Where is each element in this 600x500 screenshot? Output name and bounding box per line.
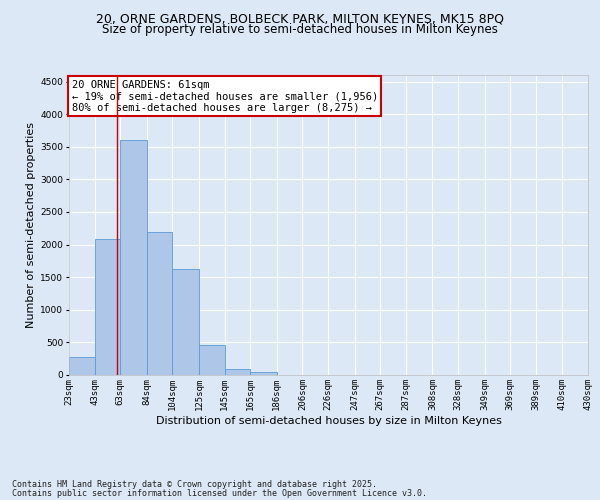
Text: Contains public sector information licensed under the Open Government Licence v3: Contains public sector information licen… — [12, 488, 427, 498]
Y-axis label: Number of semi-detached properties: Number of semi-detached properties — [26, 122, 36, 328]
Text: Size of property relative to semi-detached houses in Milton Keynes: Size of property relative to semi-detach… — [102, 22, 498, 36]
Bar — [224, 369, 250, 375]
Text: 20, ORNE GARDENS, BOLBECK PARK, MILTON KEYNES, MK15 8PQ: 20, ORNE GARDENS, BOLBECK PARK, MILTON K… — [96, 12, 504, 26]
Text: Contains HM Land Registry data © Crown copyright and database right 2025.: Contains HM Land Registry data © Crown c… — [12, 480, 377, 489]
Bar — [120, 140, 147, 375]
Bar — [69, 356, 95, 375]
Text: 20 ORNE GARDENS: 61sqm
← 19% of semi-detached houses are smaller (1,956)
80% of : 20 ORNE GARDENS: 61sqm ← 19% of semi-det… — [71, 80, 378, 112]
Bar — [95, 238, 120, 375]
X-axis label: Distribution of semi-detached houses by size in Milton Keynes: Distribution of semi-detached houses by … — [155, 416, 502, 426]
Bar — [250, 372, 277, 375]
Bar — [172, 268, 199, 375]
Bar — [147, 232, 172, 375]
Bar — [199, 345, 224, 375]
